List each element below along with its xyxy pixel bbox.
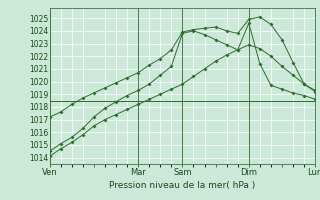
X-axis label: Pression niveau de la mer( hPa ): Pression niveau de la mer( hPa ) bbox=[109, 181, 256, 190]
